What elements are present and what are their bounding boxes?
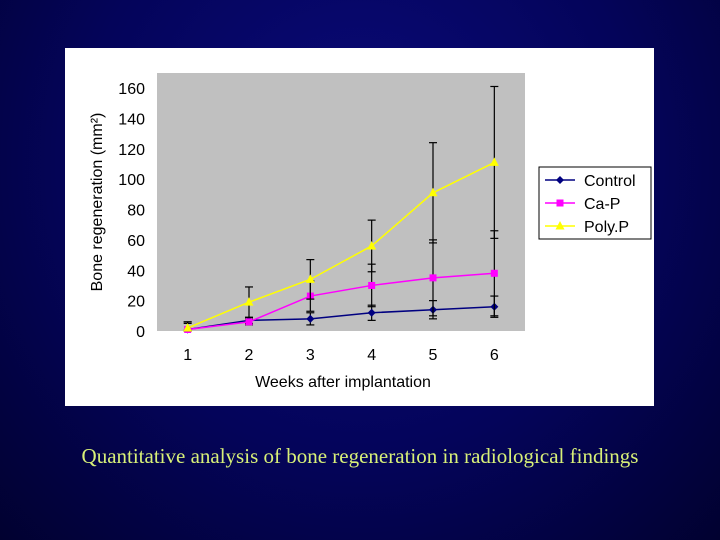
y-axis-title: Bone regeneration (mm²) xyxy=(89,113,106,292)
series-line xyxy=(187,305,495,331)
legend-label: Poly.P xyxy=(584,219,629,236)
x-tick-label: 3 xyxy=(306,347,315,364)
y-tick-label: 140 xyxy=(118,111,145,128)
plot-area xyxy=(157,73,525,331)
data-point xyxy=(428,187,438,197)
data-point xyxy=(489,157,499,166)
x-tick-label: 1 xyxy=(183,347,192,364)
legend-marker xyxy=(556,176,564,184)
data-point xyxy=(305,274,315,283)
y-tick-label: 100 xyxy=(118,172,145,189)
legend-marker xyxy=(556,199,564,207)
chart-panel: 0 20 40 60 80 100 120 140 160 1 2 3 4 5 6 Bone regene… xyxy=(65,48,654,406)
data-point xyxy=(367,240,377,250)
data-point xyxy=(490,269,498,277)
x-tick-label: 5 xyxy=(429,347,438,364)
data-point xyxy=(368,281,376,289)
x-axis-ticks: 1 2 3 4 5 6 xyxy=(183,347,499,364)
line-chart: 0 20 40 60 80 100 120 140 160 1 2 3 4 5 6 Bone regene… xyxy=(89,73,652,391)
data-point xyxy=(245,318,253,326)
data-point xyxy=(244,297,254,306)
legend-marker xyxy=(555,221,565,230)
x-tick-label: 4 xyxy=(367,347,376,364)
legend-label: Control xyxy=(584,173,636,190)
y-tick-label: 60 xyxy=(127,233,145,250)
series-group xyxy=(183,85,499,334)
y-tick-label: 0 xyxy=(136,324,145,341)
data-point xyxy=(367,308,376,317)
series-line xyxy=(187,272,495,331)
y-tick-label: 20 xyxy=(127,294,145,311)
data-point xyxy=(306,314,315,323)
y-tick-label: 160 xyxy=(118,81,145,98)
x-tick-label: 2 xyxy=(245,347,254,364)
legend-label: Ca-P xyxy=(584,196,620,213)
series-line xyxy=(187,161,495,329)
y-tick-label: 40 xyxy=(127,263,145,280)
data-point xyxy=(429,274,437,282)
y-tick-label: 120 xyxy=(118,142,145,159)
x-tick-label: 6 xyxy=(490,347,499,364)
data-point xyxy=(183,322,193,332)
legend: Control Ca-P Poly.P xyxy=(538,166,652,240)
series-poly-p xyxy=(183,85,499,332)
x-axis-title: Weeks after implantation xyxy=(255,374,431,391)
y-axis-ticks: 0 20 40 60 80 100 120 140 160 xyxy=(118,81,145,341)
slide-caption: Quantitative analysis of bone regenerati… xyxy=(81,444,639,468)
y-tick-label: 80 xyxy=(127,203,145,220)
